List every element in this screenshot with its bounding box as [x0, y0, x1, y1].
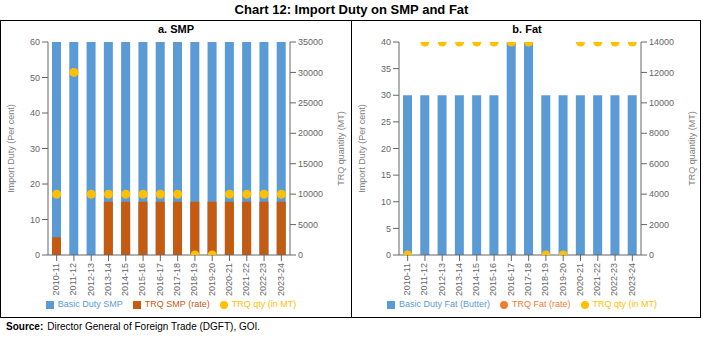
- svg-text:2014-15: 2014-15: [471, 263, 481, 296]
- svg-text:0: 0: [649, 250, 654, 260]
- svg-text:60: 60: [30, 37, 40, 47]
- svg-text:35000: 35000: [298, 37, 323, 47]
- html-text:TRQ Fat (rate): TRQ Fat (rate): [512, 299, 571, 309]
- svg-text:35: 35: [381, 64, 391, 74]
- html-text:Chart 12: Import Duty on SMP a: Chart 12: Import Duty on SMP and Fat: [234, 2, 469, 17]
- svg-text:2018-19: 2018-19: [189, 263, 199, 296]
- svg-text:2021-22: 2021-22: [241, 263, 251, 296]
- svg-text:2011-12: 2011-12: [419, 263, 429, 295]
- svg-text:10: 10: [30, 215, 40, 225]
- svg-text:40: 40: [30, 108, 40, 118]
- svg-text:2023-24: 2023-24: [276, 263, 286, 296]
- svg-text:5000: 5000: [298, 220, 318, 230]
- svg-text:20: 20: [381, 144, 391, 154]
- svg-text:10: 10: [381, 197, 391, 207]
- svg-text:25: 25: [381, 117, 391, 127]
- svg-text:2014-15: 2014-15: [120, 263, 130, 296]
- svg-text:15: 15: [381, 170, 391, 180]
- svg-text:40: 40: [381, 37, 391, 47]
- svg-text:0: 0: [386, 250, 391, 260]
- svg-text:15000: 15000: [298, 159, 323, 169]
- svg-text:2022-23: 2022-23: [609, 263, 619, 296]
- svg-text:2023-24: 2023-24: [627, 263, 637, 296]
- svg-text:5: 5: [386, 224, 391, 234]
- svg-text:20: 20: [30, 179, 40, 189]
- svg-text:2010-11: 2010-11: [51, 263, 61, 295]
- html-text:TRQ SMP (rate): TRQ SMP (rate): [144, 299, 210, 309]
- svg-text:10000: 10000: [649, 98, 674, 108]
- svg-text:2022-23: 2022-23: [258, 263, 268, 296]
- svg-text:50: 50: [30, 73, 40, 83]
- svg-text:Import Duty (Per cent): Import Duty (Per cent): [357, 104, 367, 193]
- svg-text:2013-14: 2013-14: [103, 263, 113, 296]
- svg-text:2017-18: 2017-18: [523, 263, 533, 296]
- html-text:a. SMP: a. SMP: [158, 23, 194, 35]
- svg-text:25000: 25000: [298, 98, 323, 108]
- html-text:Source: Director General of Fo: Source: Director General of Foreign Trad…: [6, 321, 261, 332]
- svg-text:TRQ quantity (MT): TRQ quantity (MT): [336, 111, 346, 186]
- svg-text:12000: 12000: [649, 68, 674, 78]
- svg-text:20000: 20000: [298, 128, 323, 138]
- svg-text:6000: 6000: [649, 159, 669, 169]
- svg-text:2019-20: 2019-20: [207, 263, 217, 296]
- html-text:Basic Duty Fat (Butter): Basic Duty Fat (Butter): [399, 299, 490, 309]
- svg-text:8000: 8000: [649, 128, 669, 138]
- svg-text:2012-13: 2012-13: [86, 263, 96, 296]
- svg-text:2012-13: 2012-13: [437, 263, 447, 296]
- svg-text:2015-16: 2015-16: [137, 263, 147, 296]
- svg-text:Import Duty (Per cent): Import Duty (Per cent): [8, 104, 16, 193]
- svg-text:TRQ quantity (MT): TRQ quantity (MT): [687, 111, 695, 186]
- svg-text:2010-11: 2010-11: [402, 263, 412, 295]
- html-text:TRQ qty (in MT): TRQ qty (in MT): [592, 299, 657, 309]
- svg-text:2011-12: 2011-12: [68, 263, 78, 295]
- svg-text:0: 0: [298, 250, 303, 260]
- html-text:Basic Duty SMP: Basic Duty SMP: [57, 299, 123, 309]
- html-text:TRQ qty (in MT): TRQ qty (in MT): [231, 299, 297, 309]
- svg-text:2015-16: 2015-16: [488, 263, 498, 296]
- svg-text:2016-17: 2016-17: [155, 263, 165, 296]
- svg-text:30: 30: [381, 90, 391, 100]
- svg-text:2016-17: 2016-17: [506, 263, 516, 296]
- svg-text:30: 30: [30, 144, 40, 154]
- svg-text:2017-18: 2017-18: [172, 263, 182, 296]
- svg-text:2020-21: 2020-21: [575, 263, 585, 296]
- svg-text:2018-19: 2018-19: [540, 263, 550, 296]
- svg-text:2000: 2000: [649, 220, 669, 230]
- svg-text:2019-20: 2019-20: [558, 263, 568, 296]
- svg-text:2021-22: 2021-22: [592, 263, 602, 296]
- svg-text:30000: 30000: [298, 68, 323, 78]
- html-text:b. Fat: b. Fat: [512, 23, 542, 35]
- svg-text:4000: 4000: [649, 189, 669, 199]
- svg-text:10000: 10000: [298, 189, 323, 199]
- svg-text:2020-21: 2020-21: [224, 263, 234, 296]
- svg-text:14000: 14000: [649, 37, 674, 47]
- svg-text:2013-14: 2013-14: [454, 263, 464, 296]
- svg-text:0: 0: [35, 250, 40, 260]
